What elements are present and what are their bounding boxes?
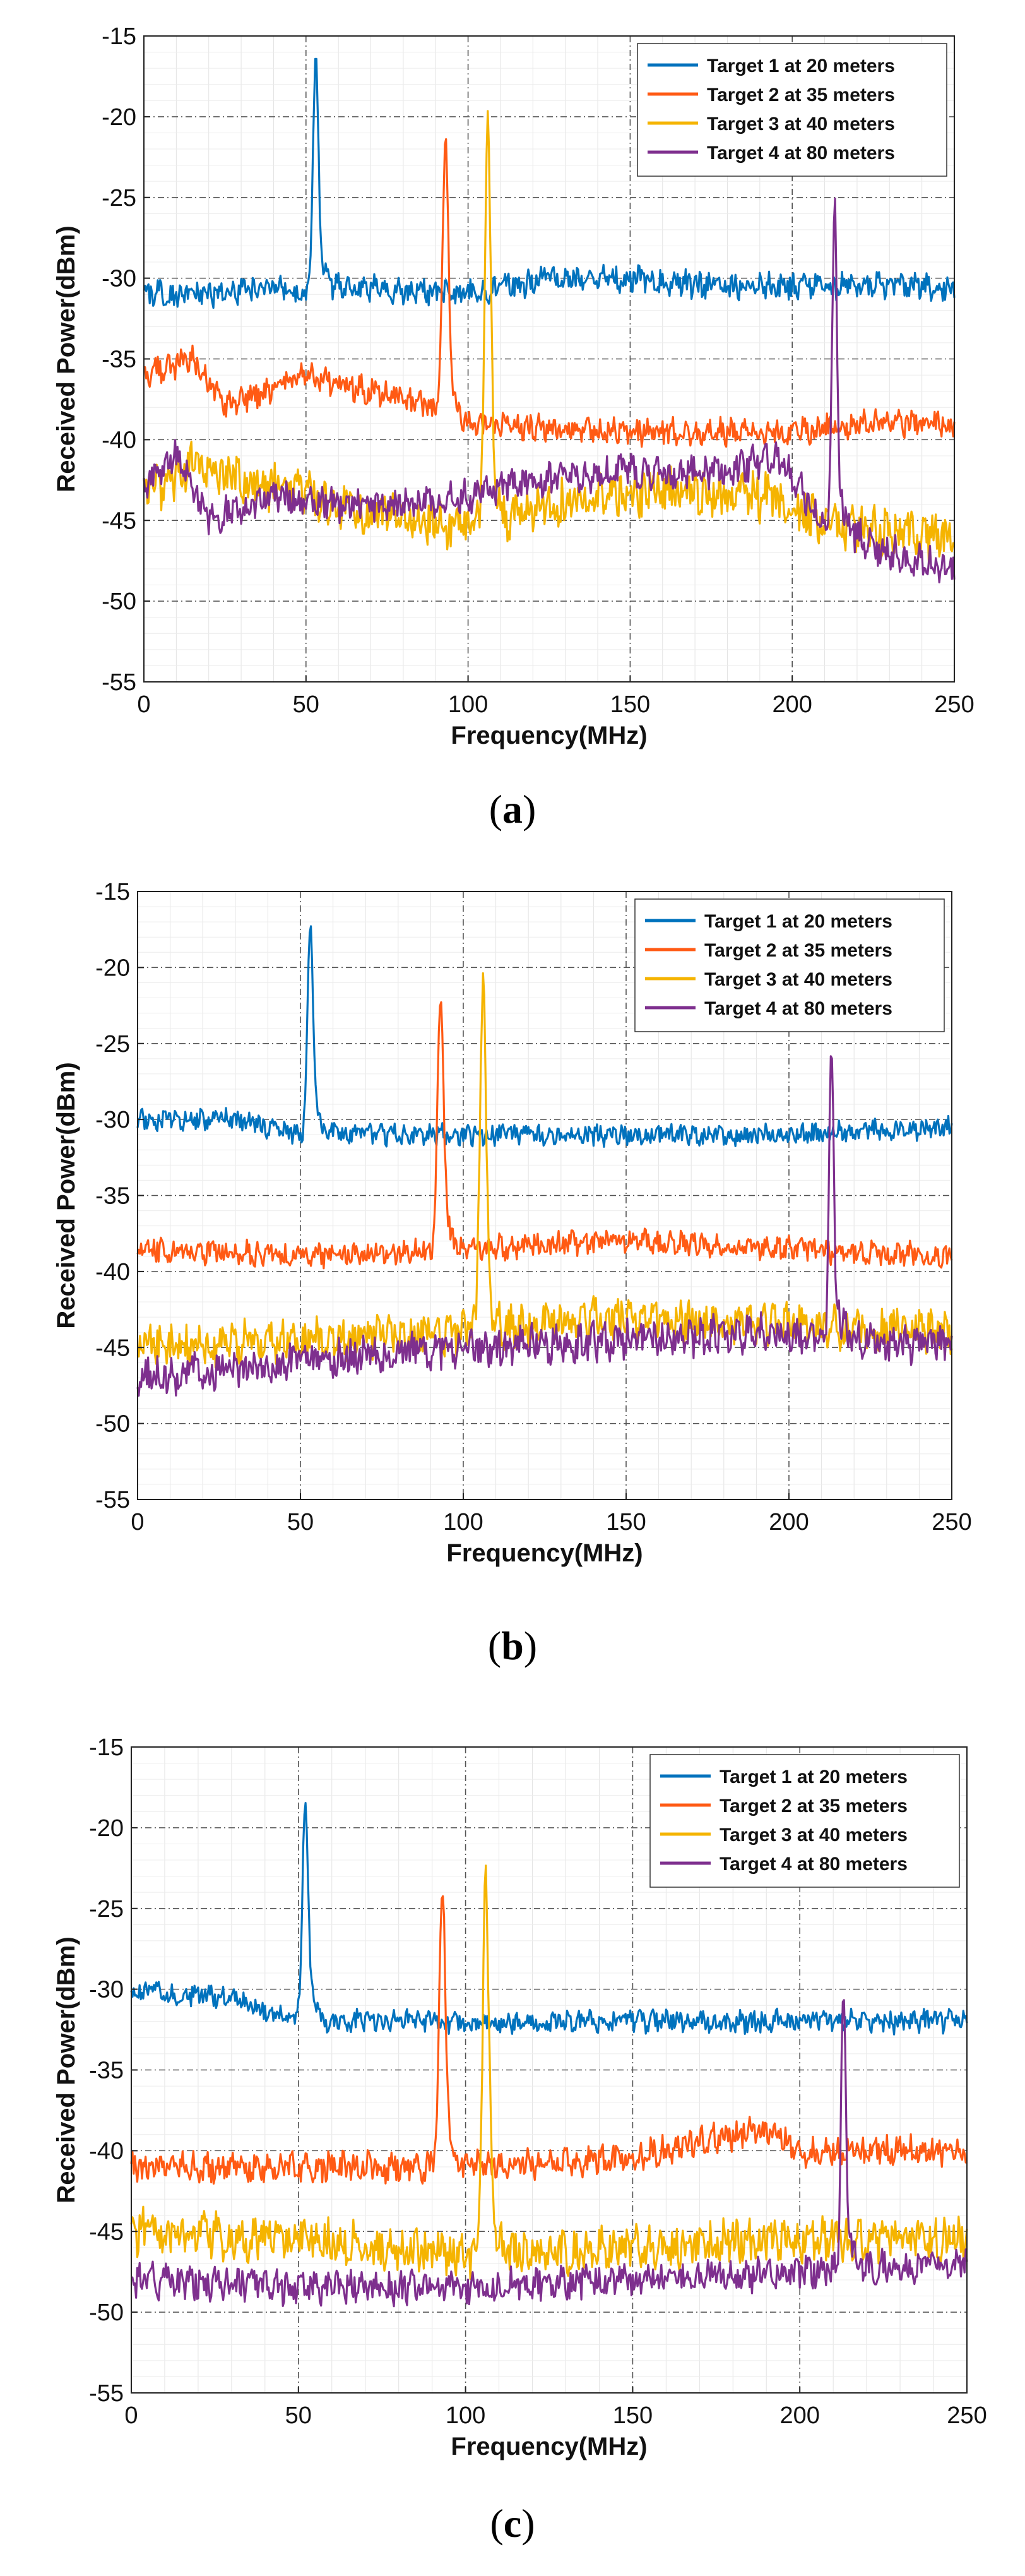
legend-label-1: Target 1 at 20 meters [704, 911, 892, 932]
series-line-4 [131, 1999, 968, 2308]
y-tick-label: -15 [95, 879, 130, 905]
x-axis-label: Frequency(MHz) [446, 1539, 643, 1567]
x-tick-label: 0 [124, 2402, 138, 2429]
x-tick-label: 50 [287, 1509, 314, 1535]
panel-label-a: a [502, 787, 523, 832]
series-line-1 [143, 57, 956, 309]
x-tick-label: 200 [772, 691, 812, 718]
y-axis-label: Received Power(dBm) [52, 225, 80, 492]
y-tick-label: -25 [95, 1031, 130, 1058]
x-tick-label: 150 [610, 691, 650, 718]
x-tick-label: 100 [446, 2402, 485, 2429]
y-tick-label: -30 [89, 1977, 124, 2003]
y-tick-label: -50 [89, 2299, 124, 2326]
x-tick-label: 50 [293, 691, 319, 718]
legend-label-3: Target 3 at 40 meters [704, 969, 892, 990]
legend-label-3: Target 3 at 40 meters [707, 114, 895, 134]
y-axis-label: Received Power(dBm) [52, 1936, 80, 2203]
y-tick-label: -35 [89, 2058, 124, 2084]
chart-svg-b: -15 -20 -25 -30 -35 -40 -45 -50 -550 50 100 150 200 2… [52, 879, 972, 1567]
panel-caption-c: (c) [490, 2501, 535, 2546]
legend-label-1: Target 1 at 20 meters [707, 56, 895, 76]
series-line-1 [136, 925, 953, 1148]
series-line-2 [143, 138, 956, 448]
series-line-3 [130, 1864, 968, 2281]
y-tick-label: -20 [95, 955, 130, 981]
y-tick-label: -50 [95, 1411, 130, 1438]
x-axis-label: Frequency(MHz) [451, 2433, 647, 2460]
y-axis-label: Received Power(dBm) [52, 1062, 80, 1328]
y-tick-label: -50 [102, 588, 136, 615]
series-line-2 [136, 1001, 953, 1270]
y-tick-label: -35 [102, 347, 136, 373]
y-tick-label: -45 [95, 1335, 130, 1361]
series-line-4 [136, 1055, 953, 1397]
y-tick-label: -20 [102, 104, 136, 131]
panel-label-b: b [501, 1623, 524, 1668]
x-tick-label: 50 [285, 2402, 312, 2429]
legend-label-3: Target 3 at 40 meters [720, 1825, 908, 1846]
x-tick-label: 250 [947, 2402, 986, 2429]
chart-panel-b: -15 -20 -25 -30 -35 -40 -45 -50 -55 0 50 100 150 200 2… [0, 856, 1025, 1711]
chart-svg-c: -15 -20 -25 -30 -35 -40 -45 -50 -550 50 100 150 200 2… [52, 1734, 987, 2460]
x-tick-label: 150 [606, 1509, 646, 1535]
y-tick-label: -40 [95, 1259, 130, 1285]
y-tick-label: -55 [95, 1487, 130, 1513]
legend-label-1: Target 1 at 20 meters [720, 1767, 908, 1787]
panel-caption-b: (b) [487, 1623, 538, 1668]
x-tick-label: 0 [137, 691, 150, 718]
x-tick-label: 0 [131, 1509, 144, 1535]
legend-label-2: Target 2 at 35 meters [704, 940, 892, 961]
chart-panel-c: -15 -20 -25 -30 -35 -40 -45 -50 -55 0 50 100 150 200 2… [0, 1711, 1025, 2576]
x-tick-label: 100 [443, 1509, 483, 1535]
legend-label-2: Target 2 at 35 meters [720, 1796, 908, 1816]
legend-label-4: Target 4 at 80 meters [704, 998, 892, 1019]
legend-label-4: Target 4 at 80 meters [720, 1854, 908, 1875]
x-tick-label: 100 [448, 691, 488, 718]
y-tick-label: -35 [95, 1183, 130, 1210]
y-tick-label: -20 [89, 1815, 124, 1842]
y-tick-label: -45 [89, 2219, 124, 2245]
chart-svg-a: -15 -20 -25 -30 -35 -40 -45 -50 -550 50 100 150 200 2… [52, 23, 975, 749]
series-line-1 [130, 1802, 968, 2036]
series-line-4 [143, 197, 956, 584]
x-tick-label: 200 [779, 2402, 819, 2429]
series-line-3 [143, 110, 955, 565]
y-tick-label: -55 [102, 669, 136, 696]
y-tick-label: -30 [95, 1107, 130, 1133]
y-tick-label: -45 [102, 508, 136, 534]
legend-label-4: Target 4 at 80 meters [707, 143, 895, 164]
y-tick-label: -30 [102, 266, 136, 292]
series-line-2 [130, 1895, 968, 2185]
y-tick-label: -40 [102, 427, 136, 453]
x-tick-label: 150 [613, 2402, 653, 2429]
y-tick-label: -25 [102, 185, 136, 212]
x-tick-label: 200 [769, 1509, 809, 1535]
chart-panel-a: -15 -20 -25 -30 -35 -40 -45 -50 -55 0 50 100 150 200 2… [0, 0, 1025, 856]
y-tick-label: -40 [89, 2138, 124, 2164]
legend-label-2: Target 2 at 35 meters [707, 85, 895, 105]
x-tick-label: 250 [932, 1509, 971, 1535]
x-axis-label: Frequency(MHz) [451, 722, 647, 749]
y-tick-label: -55 [89, 2380, 124, 2407]
panel-caption-a: (a) [489, 787, 536, 832]
y-tick-label: -25 [89, 1896, 124, 1923]
panel-label-c: c [503, 2501, 522, 2546]
x-tick-label: 250 [934, 691, 974, 718]
series-line-3 [136, 972, 953, 1369]
y-tick-label: -15 [89, 1734, 124, 1761]
y-tick-label: -15 [102, 23, 136, 50]
